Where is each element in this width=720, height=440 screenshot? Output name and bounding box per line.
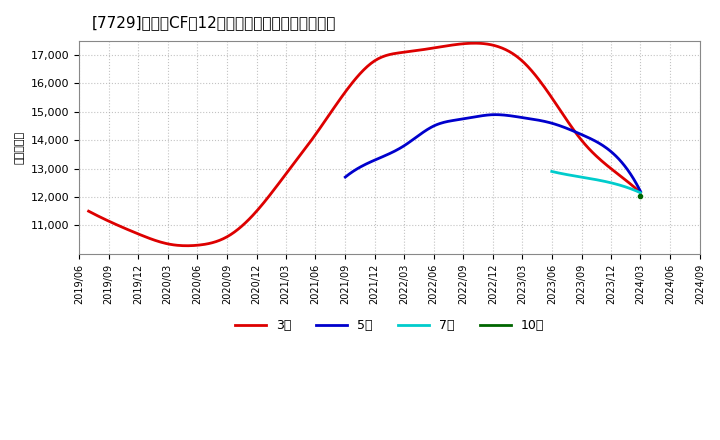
Y-axis label: （百万円）: （百万円）	[15, 131, 25, 164]
Legend: 3年, 5年, 7年, 10年: 3年, 5年, 7年, 10年	[230, 314, 549, 337]
Text: [7729]　営業CFの12か月移動合計の平均値の推移: [7729] 営業CFの12か月移動合計の平均値の推移	[91, 15, 336, 30]
